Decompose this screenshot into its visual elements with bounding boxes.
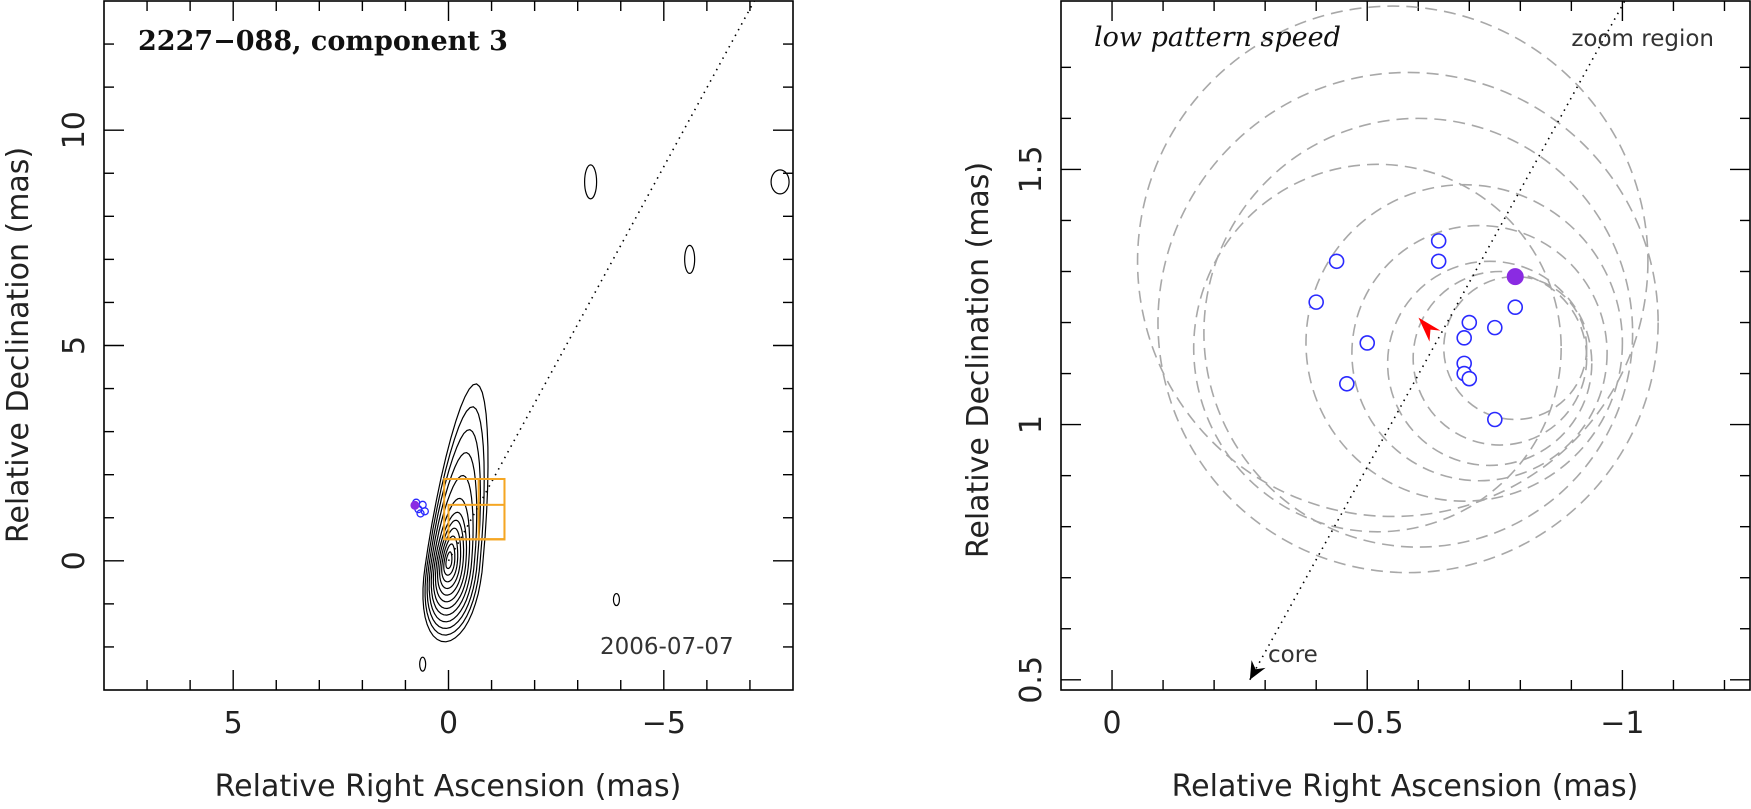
- isolated-contour: [684, 244, 696, 274]
- zoom-box: [443, 477, 506, 541]
- dashed-circle-group: [1136, 5, 1659, 574]
- epoch-label: 2006-07-07: [600, 634, 734, 660]
- right-x-axis-label: Relative Right Ascension (mas): [1172, 769, 1639, 804]
- right-y-tick-label: 1.5: [1014, 146, 1049, 194]
- right-trajectory-layer: [1249, 0, 1627, 681]
- contour-level: [424, 406, 485, 636]
- left-x-axis-label: Relative Right Ascension (mas): [215, 769, 682, 804]
- left-open-point: [420, 507, 429, 516]
- right-filled-point: [1506, 268, 1524, 286]
- left-y-axis-label: Relative Declination (mas): [1, 147, 36, 543]
- right-open-point: [1461, 314, 1478, 331]
- contour-level: [443, 543, 456, 576]
- dashed-circle: [1136, 5, 1649, 518]
- right-open-point: [1328, 253, 1345, 270]
- right-plot-frame: [1060, 0, 1751, 691]
- left-trajectory-layer: [447, 0, 755, 562]
- trajectory-line: [447, 0, 755, 562]
- right-open-point: [1507, 299, 1524, 316]
- contour-level: [437, 519, 465, 596]
- right-points: [1308, 233, 1524, 428]
- right-y-tick-label: 1: [1014, 415, 1049, 434]
- isolated-contour: [419, 656, 427, 672]
- right-ticks: [1061, 1, 1750, 690]
- right-title: low pattern speed: [1094, 22, 1341, 53]
- right-panel: 0 −0.5 −1 0.5 1 1.5 low pattern speed zoom re…: [961, 0, 1751, 804]
- left-panel: 5 0 −5 0 5 10 2227−088, component 3 2006-07-0…: [1, 0, 794, 804]
- contour-map: [419, 164, 790, 672]
- trajectory-line: [1249, 0, 1627, 681]
- dashed-circles: [1136, 5, 1659, 574]
- right-open-point: [1487, 319, 1503, 336]
- zoom-region-label: zoom region: [1571, 26, 1714, 52]
- left-y-tick-label: 5: [57, 336, 92, 355]
- contour-level: [445, 551, 453, 570]
- contour-level: [432, 497, 471, 610]
- dashed-circle: [1386, 260, 1593, 467]
- right-y-axis-label: Relative Declination (mas): [961, 162, 996, 558]
- right-open-point: [1359, 335, 1376, 351]
- isolated-contour: [584, 164, 598, 200]
- left-plot-frame: [103, 0, 794, 691]
- contour-level: [434, 511, 468, 603]
- red-arrow-marker: [1418, 317, 1441, 342]
- dashed-circle: [1203, 117, 1634, 548]
- contour-level: [426, 429, 482, 630]
- left-ticks: [104, 1, 793, 690]
- left-tick-labels: 5 0 −5 0 5 10: [57, 111, 686, 741]
- contour-level: [428, 451, 478, 623]
- contour-level: [430, 474, 474, 616]
- right-open-point: [1430, 253, 1447, 270]
- right-open-point: [1430, 233, 1447, 249]
- right-open-point: [1308, 294, 1324, 310]
- left-y-tick-label: 0: [57, 551, 92, 570]
- core-label: core: [1268, 642, 1318, 668]
- right-open-point: [1339, 375, 1355, 392]
- isolated-contour: [612, 592, 621, 607]
- dashed-circle: [1442, 275, 1588, 421]
- right-x-tick-label: −1: [1600, 706, 1644, 741]
- left-title: 2227−088, component 3: [138, 26, 508, 57]
- core-arrowhead: [1249, 660, 1266, 680]
- right-open-point: [1456, 330, 1472, 346]
- dashed-circle: [1192, 163, 1562, 533]
- left-open-point: [416, 509, 425, 518]
- right-open-point: [1487, 411, 1503, 428]
- contour-level: [438, 527, 462, 590]
- dashed-circle: [1305, 183, 1624, 502]
- contour-level: [422, 383, 489, 643]
- left-x-tick-label: −5: [642, 706, 686, 741]
- left-filled-point: [410, 500, 420, 510]
- left-x-tick-label: 5: [224, 706, 243, 741]
- isolated-contour: [770, 169, 790, 195]
- left-y-tick-label: 10: [57, 111, 92, 149]
- right-y-tick-label: 0.5: [1014, 656, 1049, 704]
- right-x-tick-label: −0.5: [1331, 706, 1404, 741]
- right-tick-labels: 0 −0.5 −1 0.5 1 1.5: [1014, 146, 1645, 741]
- dashed-circle: [1157, 71, 1659, 574]
- left-x-tick-label: 0: [439, 706, 458, 741]
- left-points: [410, 498, 429, 518]
- zoom-boxes: [443, 477, 506, 541]
- zoom-box: [477, 477, 506, 541]
- dashed-circle: [1351, 224, 1608, 482]
- right-x-tick-label: 0: [1102, 706, 1121, 741]
- right-open-point: [1461, 370, 1478, 387]
